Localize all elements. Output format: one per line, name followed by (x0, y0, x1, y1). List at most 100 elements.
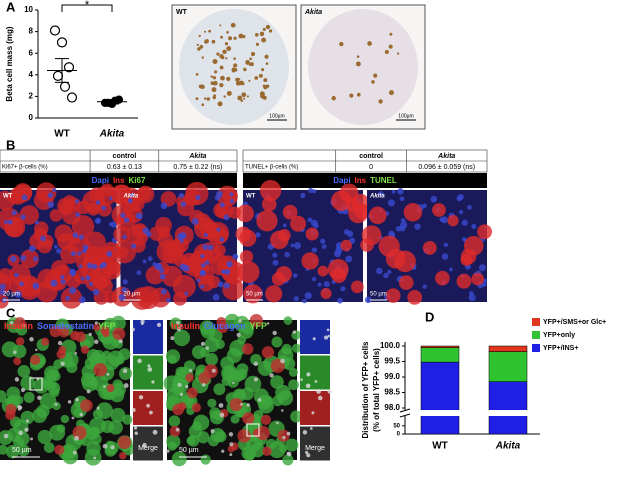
y-tick-label: 2 (29, 92, 34, 101)
cell (37, 395, 42, 401)
cell (131, 243, 137, 249)
islet (233, 63, 238, 68)
y-axis-label: Distribution of YFP+ cells (361, 341, 370, 439)
cell (60, 279, 66, 285)
cell (326, 328, 330, 332)
cell (13, 350, 17, 354)
cell (288, 367, 298, 377)
cell (37, 429, 52, 445)
cell (67, 400, 72, 404)
cell (368, 206, 387, 225)
islet (213, 80, 218, 86)
table-header: control (359, 153, 383, 160)
x-tick-label: WT (432, 441, 448, 452)
islet (201, 56, 204, 59)
cell (186, 436, 196, 445)
cell (266, 322, 270, 325)
stain-legend: Dapi Ins Ki67 (92, 176, 146, 185)
cell (407, 290, 423, 305)
islet (250, 51, 256, 57)
cell (456, 273, 472, 289)
cell (84, 357, 97, 370)
y-axis-label: Beta cell mass (mg) (5, 26, 14, 101)
cell (385, 288, 401, 303)
bar-segment (488, 381, 528, 435)
cell (72, 450, 77, 455)
cell (205, 346, 209, 350)
islet (356, 55, 360, 58)
cell (383, 272, 389, 279)
cell (30, 354, 41, 366)
cell (439, 217, 444, 222)
islet (248, 63, 251, 66)
islet (264, 54, 269, 59)
cell (200, 454, 211, 465)
cell (14, 377, 20, 382)
cell (70, 250, 76, 257)
islet (243, 97, 246, 100)
cell (170, 336, 175, 341)
cell (398, 275, 414, 290)
cell (229, 192, 234, 197)
cell (209, 407, 221, 419)
y-tick-label: 99.0 (384, 372, 400, 381)
cell (235, 368, 248, 381)
cell (435, 270, 450, 286)
islet (262, 27, 266, 31)
cell (256, 210, 278, 232)
cell (229, 442, 234, 447)
cell (400, 221, 408, 229)
cell (250, 353, 262, 366)
cell (230, 414, 240, 424)
cell (85, 275, 91, 281)
cell (232, 381, 235, 385)
cell (75, 212, 80, 218)
cell (305, 227, 319, 241)
cell (18, 430, 24, 436)
cell (226, 260, 233, 268)
point (49, 25, 61, 36)
cell (257, 360, 273, 376)
islet (233, 36, 237, 40)
cell (74, 268, 90, 285)
cell (9, 187, 27, 205)
islet (219, 24, 222, 27)
cell (93, 456, 97, 460)
stain-legend: Insulin Glucagon YFP (171, 321, 267, 331)
cell (89, 187, 104, 203)
islet (210, 75, 213, 78)
cell (312, 337, 316, 341)
cell (94, 339, 99, 344)
islet (201, 103, 205, 107)
islet (331, 96, 336, 101)
legend-swatch (532, 331, 540, 339)
cell (185, 373, 194, 382)
point (56, 37, 68, 48)
cell (317, 395, 323, 401)
cell (59, 200, 74, 216)
cell (116, 246, 129, 259)
islet (219, 83, 224, 88)
cell (43, 442, 55, 453)
cell (282, 204, 298, 220)
cell (41, 375, 52, 387)
cell (282, 454, 294, 466)
cell (197, 274, 215, 292)
islet (217, 101, 223, 107)
cell (96, 402, 113, 419)
cell (229, 397, 243, 412)
cell (314, 380, 318, 383)
cell (159, 273, 166, 280)
image-label: Akita (369, 194, 385, 200)
cell (218, 403, 224, 408)
y-tick-label: 4 (29, 70, 34, 79)
cell (19, 281, 24, 287)
islet (226, 76, 231, 82)
cell (101, 205, 107, 211)
cell (82, 244, 89, 251)
y-tick-label: 99.5 (384, 357, 400, 366)
y-tick-label: 50 (393, 423, 400, 429)
cell (324, 335, 329, 340)
cell (222, 366, 238, 382)
cell (70, 330, 80, 341)
